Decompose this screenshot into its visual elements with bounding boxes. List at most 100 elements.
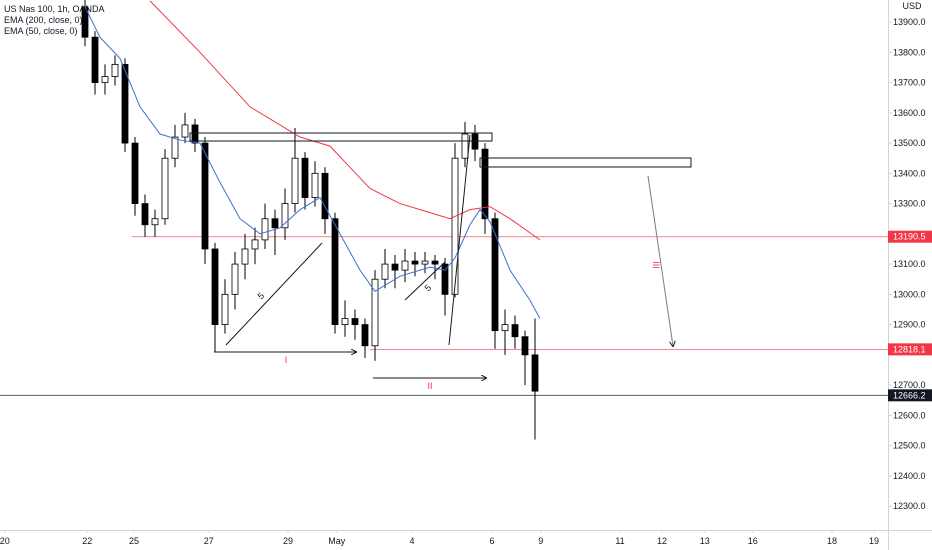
candle-body	[301, 157, 309, 198]
candle-body	[141, 203, 149, 226]
y-tick-label: 13300.0	[893, 199, 926, 209]
candle-body	[311, 172, 319, 198]
legend-entry: EMA (200, close, 0)	[4, 15, 83, 25]
y-tick-label: 12600.0	[893, 410, 926, 420]
y-tick-label: 13900.0	[893, 17, 926, 27]
x-tick-label: 18	[827, 536, 837, 546]
x-tick-label: 4	[409, 536, 414, 546]
candle-body	[341, 318, 349, 325]
candle-body	[371, 278, 379, 347]
candle-body	[261, 218, 269, 241]
symbol-title: US Nas 100, 1h, OANDA	[4, 4, 105, 14]
x-tick-label: 22	[82, 536, 92, 546]
trend-line	[448, 134, 471, 346]
candle-body	[271, 218, 279, 229]
candle-body	[361, 324, 369, 347]
arrow	[647, 175, 673, 346]
candle-body	[491, 218, 499, 332]
candle-body	[151, 218, 159, 226]
x-tick-label: 13	[700, 536, 710, 546]
candle-body	[471, 133, 479, 150]
ema-line	[84, 6, 541, 319]
y-tick-label: 13600.0	[893, 108, 926, 118]
candle-body	[221, 293, 229, 325]
candle-body	[431, 260, 439, 265]
candle-body	[531, 354, 539, 392]
candle-body	[351, 318, 359, 325]
candle-body	[121, 64, 129, 144]
candle-body	[421, 260, 429, 265]
x-tick-label: 27	[204, 536, 214, 546]
trend-line	[225, 242, 323, 346]
candle-body	[401, 260, 409, 271]
annotation: 5	[423, 283, 434, 294]
y-tick-label: 13700.0	[893, 78, 926, 88]
annotation: III	[651, 261, 661, 269]
level-label: 13190.5	[893, 232, 926, 242]
candle-body	[201, 142, 209, 250]
plot-area	[0, 0, 888, 440]
candle-body	[281, 203, 289, 229]
candle-body	[381, 263, 389, 280]
candle-body	[131, 142, 139, 204]
candle-body	[171, 136, 179, 159]
drawings	[189, 132, 692, 378]
level-label-box	[888, 343, 932, 356]
y-tick-label: 13100.0	[893, 259, 926, 269]
y-tick-label: 12900.0	[893, 320, 926, 330]
level-label: 12666.2	[893, 390, 926, 400]
trend-line	[404, 261, 446, 301]
x-tick-label: 29	[283, 536, 293, 546]
candle-body	[181, 124, 189, 138]
x-tick-label: 20	[0, 536, 10, 546]
candle-body	[331, 218, 339, 325]
x-tick-label: May	[328, 536, 346, 546]
candle-body	[321, 172, 329, 220]
y-tick-label: 12700.0	[893, 380, 926, 390]
level-label: 12818.1	[893, 344, 926, 354]
candle-body	[481, 148, 489, 220]
level-label-box	[888, 389, 932, 402]
candle-body	[501, 324, 509, 332]
candle-body	[211, 248, 219, 325]
candle-body	[461, 133, 469, 159]
candle-body	[251, 239, 259, 250]
candle-body	[91, 36, 99, 83]
candle-body	[231, 263, 239, 295]
x-tick-label: 12	[657, 536, 667, 546]
y-tick-label: 13000.0	[893, 289, 926, 299]
x-tick-label: 19	[869, 536, 879, 546]
candle-body	[111, 64, 119, 77]
candle-body	[161, 157, 169, 220]
y-tick-label: 12300.0	[893, 501, 926, 511]
candle-body	[511, 324, 519, 338]
y-tick-label: 12400.0	[893, 471, 926, 481]
candle-body	[521, 336, 529, 356]
candle-body	[441, 263, 449, 295]
zone-box	[479, 157, 692, 168]
zone-box	[189, 132, 493, 142]
candle-body	[391, 263, 399, 271]
x-tick-label: 25	[129, 536, 139, 546]
x-tick-label: 9	[538, 536, 543, 546]
x-tick-label: 6	[489, 536, 494, 546]
legend-entry: EMA (50, close, 0)	[4, 26, 78, 36]
candle-body	[291, 157, 299, 204]
candle-body	[241, 248, 249, 265]
legend: US Nas 100, 1h, OANDA EMA (200, close, 0…	[4, 4, 105, 37]
candle-body	[451, 157, 459, 295]
candle-body	[191, 124, 199, 144]
level-label-box	[888, 230, 932, 243]
currency-label: USD	[902, 1, 922, 11]
x-tick-label: 11	[615, 536, 624, 546]
ema-line	[149, 0, 541, 241]
y-tick-label: 13500.0	[893, 138, 926, 148]
y-tick-label: 12500.0	[893, 441, 926, 451]
candle-body	[101, 76, 109, 83]
annotation: I	[285, 355, 288, 365]
x-tick-label: 16	[748, 536, 758, 546]
candle-body	[411, 260, 419, 265]
y-tick-label: 13400.0	[893, 168, 926, 178]
